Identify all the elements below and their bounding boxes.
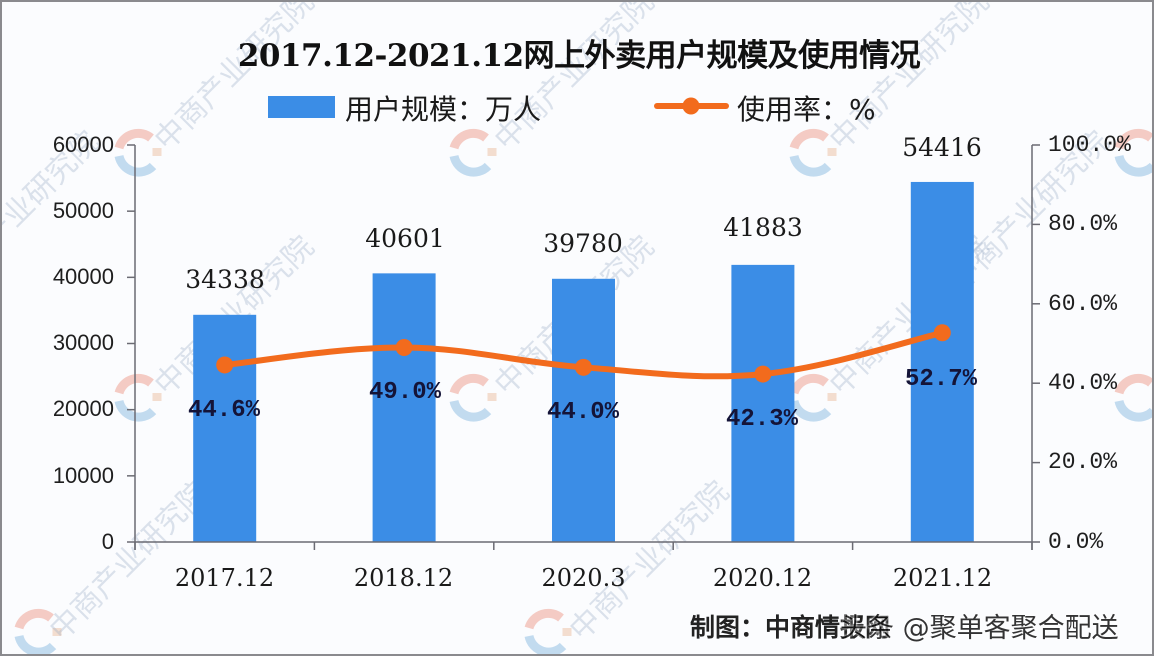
y2-tick-label: 100.0% <box>1048 132 1131 158</box>
bar <box>731 264 795 542</box>
chart-title: 2017.12-2021.12网上外卖用户规模及使用情况 <box>237 38 921 74</box>
x-tick-label: 2020.3 <box>541 564 626 592</box>
y2-tick-label: 20.0% <box>1048 449 1118 475</box>
line-marker <box>933 324 951 342</box>
x-tick-label: 2017.12 <box>174 564 275 592</box>
bar <box>552 278 615 542</box>
watermark-text: 中商产业研究院 <box>488 2 661 158</box>
watermark-logo-icon <box>14 608 62 654</box>
bar-series <box>193 181 974 543</box>
legend-line-label: 使用率：% <box>737 93 876 126</box>
author-overlay: 头条 @聚单客聚合配送 <box>840 613 1119 644</box>
y2-tick-label: 0.0% <box>1048 529 1104 555</box>
bar-value-label: 39780 <box>543 229 623 258</box>
axes <box>127 144 1040 550</box>
x-tick-label: 2021.12 <box>892 564 993 592</box>
bar <box>372 273 436 542</box>
watermark-logo-icon <box>524 608 572 654</box>
line-value-label: 44.6% <box>187 397 260 424</box>
legend-graphics <box>268 96 729 118</box>
legend-bar-swatch <box>268 96 335 118</box>
bar <box>910 181 974 543</box>
y-tick-label: 40000 <box>52 264 114 289</box>
y-tick-label: 10000 <box>52 463 114 488</box>
x-tick-label: 2018.12 <box>353 564 454 592</box>
watermark-text: 中商产业研究院 <box>43 474 216 647</box>
line-value-label: 44.0% <box>546 399 619 426</box>
line-marker <box>216 356 234 374</box>
line-series <box>216 324 951 383</box>
y2-tick-label: 40.0% <box>1048 370 1118 396</box>
line-marker <box>754 365 772 383</box>
y-tick-label: 60000 <box>52 132 114 157</box>
watermark-logo-icon <box>114 128 162 177</box>
line-marker <box>395 338 413 356</box>
bar-value-label: 54416 <box>902 133 982 162</box>
y-tick-label: 50000 <box>52 198 114 223</box>
watermark-logo-icon <box>449 373 497 422</box>
y-tick-label: 30000 <box>52 330 114 355</box>
source-credit: 制图：中商情报网 <box>690 613 891 642</box>
line-value-label: 52.7% <box>904 366 977 393</box>
watermark-logo-icon <box>1114 128 1152 177</box>
legend-line-marker <box>682 97 700 115</box>
bar-value-label: 40601 <box>365 224 445 253</box>
y2-tick-label: 80.0% <box>1048 211 1118 237</box>
line-value-label: 42.3% <box>725 406 798 433</box>
watermark-logo-icon <box>449 128 497 177</box>
y-tick-label: 0 <box>101 529 114 554</box>
watermark-logo-icon <box>1114 373 1152 422</box>
bar-value-label: 34338 <box>185 265 265 294</box>
watermark-logo-icon <box>114 373 162 422</box>
watermark-logo-icon <box>789 373 837 422</box>
y2-tick-label: 60.0% <box>1048 291 1118 317</box>
watermark-logo-icon <box>789 128 837 177</box>
line-value-label: 49.0% <box>368 379 441 406</box>
legend-bar-label: 用户规模：万人 <box>345 93 542 126</box>
y-tick-label: 20000 <box>52 396 114 421</box>
line-marker <box>575 358 592 376</box>
x-tick-label: 2020.12 <box>712 564 813 592</box>
watermark-text: 中商产业研究院 <box>148 2 321 158</box>
bar-value-label: 41883 <box>723 213 803 242</box>
bar <box>193 314 257 542</box>
